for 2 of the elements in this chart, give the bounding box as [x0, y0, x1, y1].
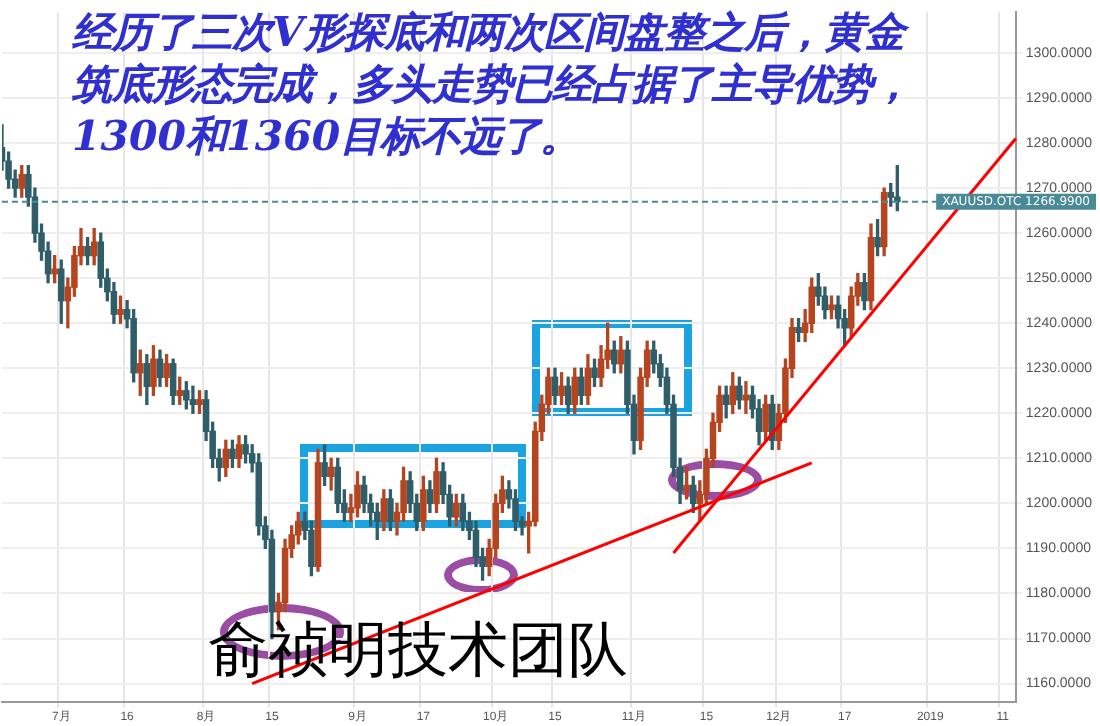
text: 经历了三次V形探底和两次区间盘整之后，黄金筑底形态完成，多头走势已经占据了主导优势，1300和1360目标不远了。 [72, 6, 914, 162]
candlestick [189, 385, 197, 414]
